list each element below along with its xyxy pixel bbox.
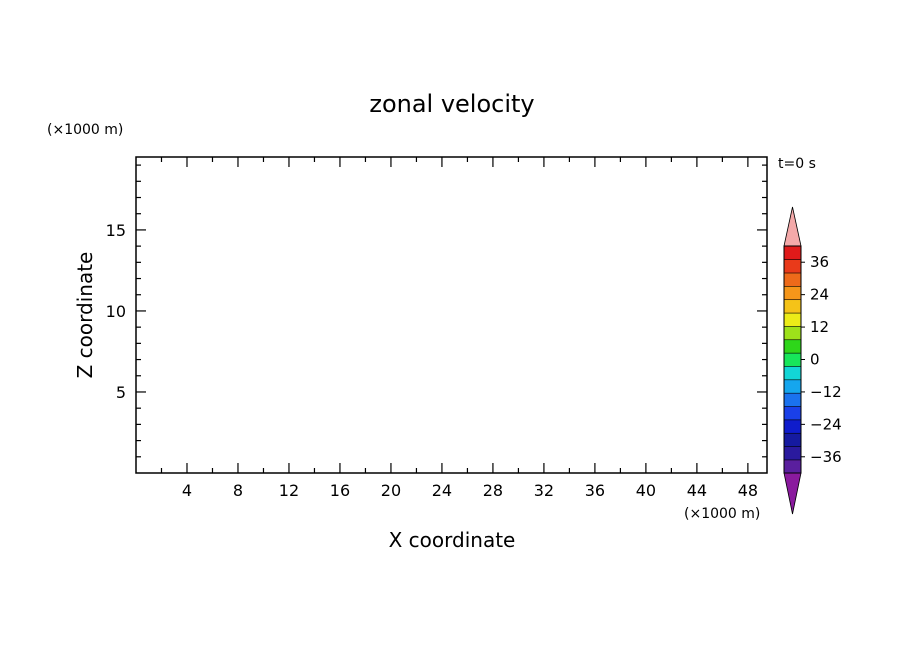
colorbar-swatch (783, 459, 802, 474)
x-tick-label: 36 (585, 481, 605, 500)
colorbar-swatch (783, 312, 802, 327)
colorbar-swatch (783, 285, 802, 301)
y-tick-label: 15 (106, 221, 126, 240)
x-tick-label: 12 (279, 481, 299, 500)
y-tick-label: 5 (116, 383, 126, 402)
colorbar-swatch (783, 419, 802, 434)
colorbar-tick-label: 24 (810, 286, 829, 304)
colorbar-swatch (783, 405, 802, 421)
x-tick-label: 32 (534, 481, 554, 500)
y-axis-ticks: 5 10 15 (106, 164, 767, 458)
x-tick-label: 28 (483, 481, 503, 500)
colorbar-swatch (783, 432, 802, 447)
colorbar-swatch (783, 352, 802, 367)
colorbar-tick-label: 36 (810, 253, 829, 271)
colorbar-swatch (783, 365, 802, 381)
colorbar-tick-label: 0 (810, 351, 820, 369)
x-tick-label: 8 (233, 481, 243, 500)
y-tick-label: 10 (106, 302, 126, 321)
colorbar-swatch (783, 245, 802, 260)
colorbar-swatch (783, 299, 802, 314)
colorbar-swatch (783, 325, 802, 341)
time-label: t=0 s (778, 156, 816, 172)
colorbar-swatch (783, 445, 802, 461)
colorbar-tick-label: 12 (810, 318, 829, 336)
x-tick-label: 16 (330, 481, 350, 500)
x-tick-label: 24 (432, 481, 452, 500)
x-tick-label: 40 (636, 481, 656, 500)
x-tick-label: 44 (687, 481, 707, 500)
x-unit-label: (×1000 m) (684, 506, 760, 522)
colorbar-over-triangle (783, 206, 802, 247)
colorbar-tick-label: −36 (810, 448, 842, 466)
colorbar-swatch (783, 272, 802, 287)
x-tick-label: 48 (738, 481, 758, 500)
y-axis-label: Z coordinate (73, 252, 97, 379)
x-axis-ticks: 4 8 12 16 20 24 28 32 36 40 44 48 (160, 157, 758, 500)
colorbar-tick-label: −12 (810, 383, 842, 401)
y-unit-label: (×1000 m) (47, 122, 123, 138)
colorbar-swatch (783, 379, 802, 394)
x-tick-label: 4 (182, 481, 192, 500)
colorbar-under-triangle (783, 472, 802, 515)
plot-area (135, 156, 768, 474)
x-tick-label: 20 (381, 481, 401, 500)
x-axis-label: X coordinate (389, 528, 516, 552)
colorbar-tick-label: −24 (810, 415, 842, 433)
colorbar: 36 24 12 0 −12 −24 −36 (783, 206, 842, 515)
colorbar-swatch (783, 339, 802, 354)
colorbar-swatch (783, 392, 802, 407)
colorbar-swatch (783, 259, 802, 274)
chart-title: zonal velocity (369, 90, 534, 118)
